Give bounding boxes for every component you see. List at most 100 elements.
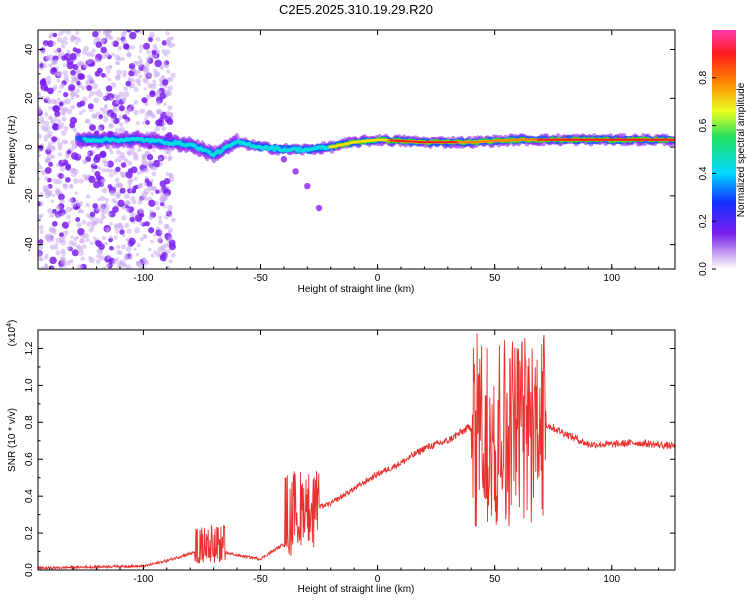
noise-blob: [96, 248, 101, 254]
noise-blob: [165, 254, 169, 259]
noise-blob: [121, 173, 126, 178]
snr-x-ticks: -100 -50 0 50 100: [49, 330, 660, 585]
noise-blob: [138, 207, 145, 214]
noise-blob: [85, 156, 92, 163]
snr-xtick-label: 0: [375, 574, 381, 585]
noise-blob: [156, 237, 163, 243]
noise-blob: [58, 90, 62, 94]
noise-blob: [98, 114, 104, 119]
noise-blob: [161, 75, 166, 80]
noise-blob: [93, 181, 101, 189]
noise-blob: [70, 69, 76, 76]
noise-blob: [120, 244, 126, 250]
noise-blob: [50, 199, 55, 203]
noise-blob: [98, 254, 105, 261]
noise-blob: [74, 41, 79, 45]
noise-blob: [66, 214, 71, 220]
colorbar-tick-label: 0.4: [698, 166, 709, 180]
noise-blob: [130, 45, 135, 50]
noise-blob: [151, 171, 157, 177]
noise-blob: [94, 58, 99, 63]
noise-blob: [124, 222, 130, 228]
spectrogram-y-label: Frequency (Hz): [7, 116, 18, 185]
noise-blob: [117, 199, 125, 207]
noise-blob: [107, 65, 113, 70]
noise-blob: [105, 33, 112, 40]
noise-blob: [120, 162, 127, 168]
noise-blob: [152, 44, 158, 49]
noise-blob: [71, 202, 77, 208]
noise-blob: [119, 259, 126, 266]
noise-blob: [89, 211, 96, 217]
noise-blob: [159, 201, 165, 207]
noise-blob: [143, 87, 147, 91]
noise-blob: [38, 147, 41, 154]
noise-blob: [47, 40, 54, 48]
noise-blob: [59, 166, 66, 172]
noise-blob: [97, 126, 103, 132]
noise-blob: [100, 46, 108, 54]
noise-blob: [149, 209, 154, 215]
noise-blob: [90, 219, 97, 226]
noise-blob: [86, 58, 93, 65]
noise-blob: [55, 237, 62, 244]
noise-blob: [90, 168, 95, 173]
noise-blob: [69, 35, 76, 41]
noise-blob: [57, 152, 63, 157]
noise-blob: [56, 97, 61, 101]
noise-blob: [60, 258, 67, 265]
noise-blob: [43, 120, 50, 126]
noise-blob: [48, 162, 53, 167]
noise-blob: [146, 153, 154, 161]
snr-y-multiplier: (x104): [6, 320, 18, 347]
noise-blob: [161, 48, 167, 54]
noise-blob: [163, 178, 171, 185]
noise-blob: [66, 149, 72, 155]
noise-blob: [74, 36, 80, 42]
noise-blob: [147, 185, 153, 191]
noise-blob: [167, 235, 173, 241]
noise-blob: [112, 40, 119, 47]
noise-blob: [109, 150, 114, 155]
noise-blob: [144, 221, 150, 227]
noise-blob: [77, 227, 85, 236]
noise-blob: [86, 84, 93, 91]
noise-blob: [44, 192, 51, 199]
noise-blob: [103, 160, 110, 167]
noise-blob: [71, 249, 79, 257]
noise-blob: [65, 230, 69, 234]
snr-x-label: Height of straight line (km): [298, 584, 415, 595]
noise-blob: [160, 245, 165, 250]
noise-blob: [55, 250, 61, 256]
noise-blob: [122, 30, 128, 35]
noise-blob: [157, 215, 163, 220]
noise-blob: [143, 167, 149, 174]
snr-ytick-label: 1.0: [24, 378, 35, 392]
noise-blob: [134, 30, 141, 33]
spectrogram-ytick-label: 20: [24, 92, 35, 104]
noise-blob: [102, 266, 106, 269]
noise-blob: [80, 209, 85, 214]
noise-blob: [141, 157, 147, 164]
noise-blob: [104, 197, 109, 202]
noise-blob: [65, 30, 71, 35]
noise-blob: [60, 239, 67, 246]
spectrogram-ytick-label: 40: [24, 44, 35, 56]
noise-blob: [80, 256, 85, 261]
noise-blob: [70, 104, 76, 110]
noise-blob: [91, 80, 96, 85]
noise-blob: [61, 221, 69, 229]
noise-blob: [121, 38, 127, 45]
noise-blob: [135, 121, 140, 126]
noise-blob: [50, 146, 56, 152]
noise-blob: [168, 173, 173, 178]
noise-blob: [118, 128, 122, 133]
noise-blob: [133, 247, 137, 251]
snr-xtick-label: -50: [253, 574, 268, 585]
noise-blob: [102, 215, 106, 220]
noise-blob: [125, 207, 130, 213]
noise-blob: [121, 96, 127, 102]
noise-blob: [62, 174, 66, 179]
noise-blob: [136, 69, 141, 74]
noise-blob: [129, 212, 134, 216]
